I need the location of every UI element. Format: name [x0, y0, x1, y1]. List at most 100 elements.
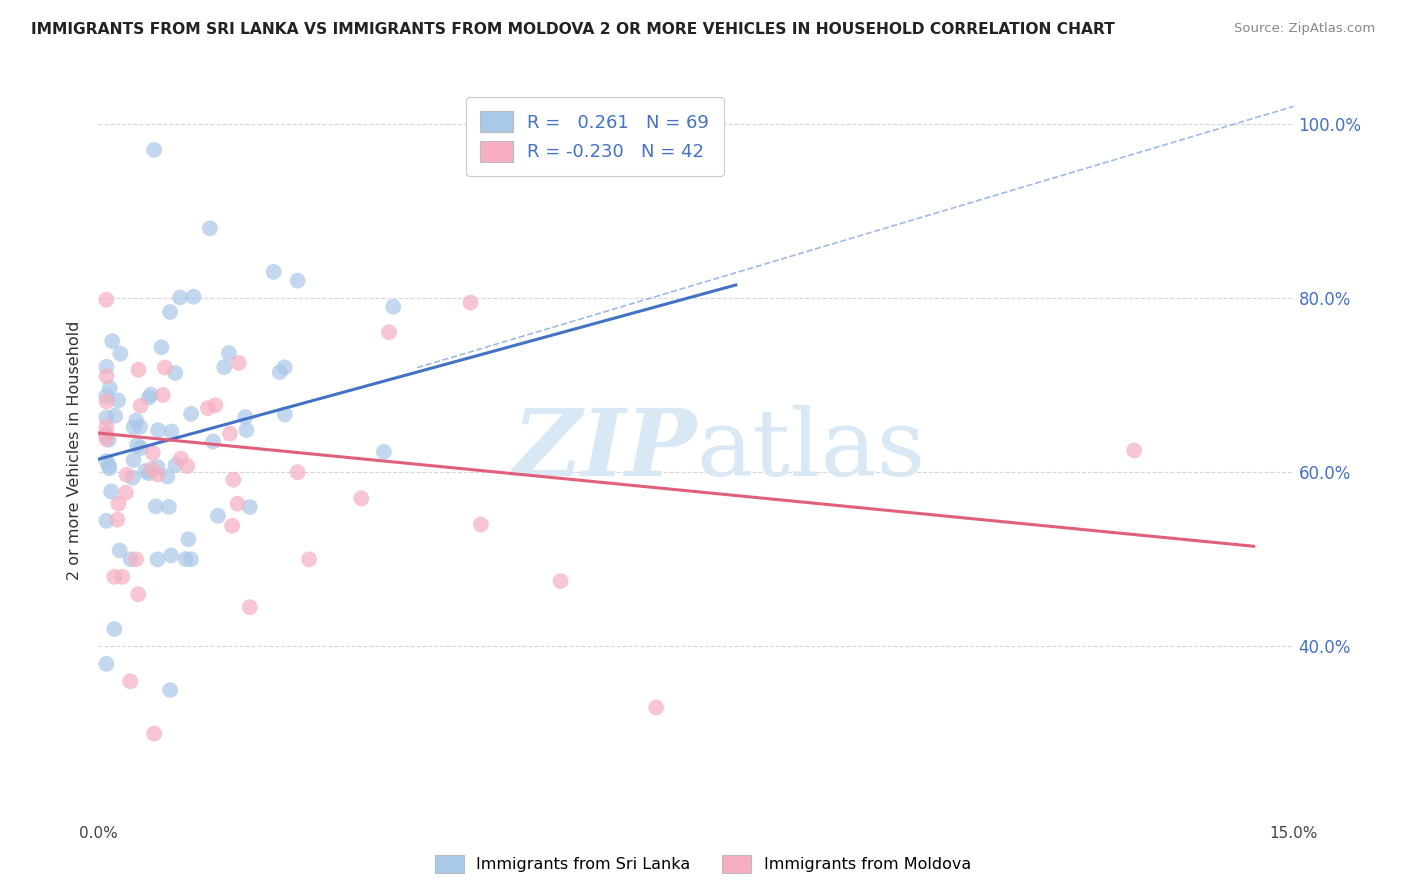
Point	[174, 552, 197, 566]
Point	[97, 433, 120, 447]
Point	[287, 274, 309, 288]
Point	[96, 410, 118, 425]
Point	[263, 265, 285, 279]
Point	[107, 393, 129, 408]
Point	[98, 461, 121, 475]
Point	[350, 491, 373, 506]
Point	[96, 454, 118, 468]
Text: ZIP: ZIP	[512, 406, 696, 495]
Point	[96, 426, 118, 441]
Point	[212, 360, 235, 375]
Point	[96, 514, 118, 528]
Text: atlas: atlas	[696, 406, 925, 495]
Point	[120, 674, 142, 689]
Point	[177, 533, 200, 547]
Point	[169, 290, 191, 304]
Point	[100, 484, 122, 499]
Point	[121, 471, 143, 485]
Point	[122, 453, 145, 467]
Point	[198, 221, 221, 235]
Point	[180, 552, 202, 566]
Point	[150, 340, 173, 354]
Point	[111, 570, 134, 584]
Point	[115, 467, 138, 482]
Point	[152, 388, 174, 402]
Point	[142, 446, 165, 460]
Point	[107, 497, 129, 511]
Point	[110, 346, 132, 360]
Point	[226, 497, 249, 511]
Text: IMMIGRANTS FROM SRI LANKA VS IMMIGRANTS FROM MOLDOVA 2 OR MORE VEHICLES IN HOUSE: IMMIGRANTS FROM SRI LANKA VS IMMIGRANTS …	[31, 22, 1115, 37]
Point	[96, 419, 118, 434]
Point	[108, 543, 131, 558]
Point	[125, 413, 148, 427]
Point	[298, 552, 321, 566]
Point	[101, 334, 124, 348]
Point	[180, 407, 202, 421]
Point	[378, 325, 401, 339]
Point	[125, 552, 148, 566]
Point	[146, 459, 169, 474]
Point	[129, 420, 152, 434]
Point	[120, 552, 142, 566]
Point	[146, 423, 169, 437]
Point	[129, 441, 152, 455]
Point	[105, 513, 128, 527]
Point	[159, 683, 181, 698]
Point	[470, 517, 492, 532]
Point	[127, 438, 149, 452]
Point	[138, 467, 160, 481]
Point	[160, 549, 183, 563]
Point	[273, 360, 295, 375]
Point	[96, 293, 118, 307]
Point	[645, 700, 668, 714]
Legend: R =   0.261   N = 69, R = -0.230   N = 42: R = 0.261 N = 69, R = -0.230 N = 42	[465, 96, 724, 177]
Point	[202, 434, 225, 449]
Point	[1123, 443, 1146, 458]
Point	[382, 300, 405, 314]
Point	[233, 410, 256, 425]
Point	[274, 408, 297, 422]
Point	[139, 387, 162, 401]
Point	[219, 426, 242, 441]
Point	[128, 363, 150, 377]
Point	[96, 428, 118, 442]
Point	[165, 458, 187, 472]
Point	[96, 657, 118, 671]
Point	[104, 409, 127, 423]
Point	[96, 369, 118, 384]
Point	[159, 305, 181, 319]
Point	[183, 290, 205, 304]
Point	[197, 401, 219, 416]
Point	[127, 587, 149, 601]
Point	[146, 552, 169, 566]
Point	[146, 467, 169, 482]
Point	[157, 500, 180, 514]
Point	[235, 423, 257, 437]
Point	[96, 394, 118, 409]
Point	[239, 500, 262, 514]
Point	[160, 425, 183, 439]
Point	[98, 381, 121, 395]
Point	[96, 432, 118, 446]
Point	[170, 451, 193, 466]
Legend: Immigrants from Sri Lanka, Immigrants from Moldova: Immigrants from Sri Lanka, Immigrants fr…	[429, 848, 977, 880]
Point	[134, 464, 156, 478]
Point	[96, 359, 118, 374]
Point	[143, 726, 166, 740]
Point	[103, 622, 125, 636]
Point	[122, 420, 145, 434]
Point	[115, 485, 138, 500]
Point	[165, 366, 187, 380]
Point	[550, 574, 572, 588]
Point	[138, 391, 160, 405]
Point	[176, 458, 198, 473]
Y-axis label: 2 or more Vehicles in Household: 2 or more Vehicles in Household	[67, 321, 83, 580]
Point	[373, 445, 395, 459]
Point	[96, 389, 118, 403]
Point	[204, 398, 226, 412]
Point	[207, 508, 229, 523]
Point	[228, 356, 250, 370]
Point	[103, 570, 125, 584]
Point	[239, 600, 262, 615]
